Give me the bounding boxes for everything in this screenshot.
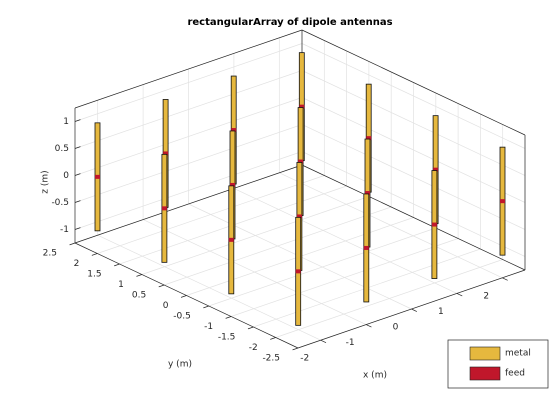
tick-mark — [203, 305, 209, 309]
feed — [230, 182, 235, 187]
grid-line — [230, 238, 459, 317]
tick-mark — [74, 146, 81, 149]
x-axis-label: x (m) — [363, 371, 387, 381]
y-tick-label: 1.5 — [87, 270, 101, 280]
grid-line — [74, 151, 303, 230]
y-tick-label: -1.5 — [218, 333, 236, 343]
axis-edge — [74, 29, 303, 109]
y-tick-label: 2.5 — [43, 249, 57, 259]
y-tick-label: -1 — [204, 322, 213, 332]
feed — [431, 222, 437, 227]
tick-mark — [270, 337, 276, 340]
feed — [228, 237, 234, 242]
y-tick-label: -0.5 — [173, 312, 191, 322]
grid-line — [74, 124, 303, 203]
tick-mark — [158, 284, 165, 288]
x-tick-label: 2 — [483, 291, 489, 301]
feed — [231, 128, 237, 133]
x-tick-label: 0 — [393, 323, 399, 333]
tick-mark — [247, 326, 254, 330]
z-axis-label: z (m) — [41, 170, 51, 193]
grid-line — [74, 70, 303, 149]
z-tick-label: 0 — [63, 171, 69, 181]
y-tick-label: 2 — [74, 259, 80, 269]
x-tick-label: -1 — [346, 338, 355, 348]
grid-line — [141, 196, 370, 275]
z-tick-label: 1 — [63, 117, 69, 127]
tick-mark — [411, 308, 418, 312]
tick-mark — [74, 227, 81, 230]
z-tick-label: -1 — [60, 225, 69, 235]
grid-line — [301, 151, 526, 257]
y-tick-label: 0 — [163, 301, 169, 311]
x-tick-label: 1 — [438, 307, 444, 317]
feed — [500, 199, 505, 204]
tick-mark — [74, 200, 81, 203]
legend-swatch — [469, 366, 501, 381]
y-tick-label: 1 — [118, 280, 124, 290]
legend-label: feed — [505, 369, 525, 379]
axis-edge — [301, 164, 526, 271]
feed — [433, 167, 439, 172]
tick-mark — [74, 173, 81, 176]
z-tick-label: 0.5 — [55, 144, 69, 154]
tick-mark — [91, 253, 98, 256]
tick-mark — [180, 295, 187, 298]
y-axis-label: y (m) — [168, 360, 192, 370]
grid-line — [164, 206, 392, 286]
tick-mark — [502, 277, 508, 281]
grid-line — [301, 43, 526, 149]
feed — [295, 269, 301, 274]
axis-edge — [301, 29, 526, 136]
feed — [163, 151, 169, 156]
x-tick-label: -2 — [300, 354, 309, 364]
y-tick-label: 0.5 — [132, 291, 146, 301]
legend-swatch — [469, 346, 501, 361]
z-tick-label: -0.5 — [51, 198, 69, 208]
grid-line — [74, 43, 303, 122]
feed — [299, 104, 305, 109]
grid-line — [74, 97, 303, 176]
tick-mark — [320, 339, 327, 344]
chart-title: rectangularArray of dipole antennas — [187, 17, 392, 28]
y-tick-label: -2.5 — [262, 354, 280, 364]
tick-mark — [114, 263, 120, 267]
tick-mark — [69, 242, 76, 246]
tick-mark — [365, 324, 372, 328]
grid-line — [301, 124, 526, 230]
grid-line — [97, 175, 325, 254]
feed — [365, 191, 370, 196]
grid-line — [208, 227, 436, 307]
tick-mark — [292, 347, 299, 351]
feed — [366, 136, 372, 141]
feed — [95, 174, 100, 179]
tick-mark — [74, 119, 81, 122]
feed — [296, 214, 302, 219]
y-tick-label: -2 — [249, 343, 258, 353]
tick-mark — [225, 316, 232, 319]
feed — [161, 206, 167, 211]
grid-line — [301, 97, 526, 203]
legend-label: metal — [505, 349, 531, 359]
feed — [363, 245, 369, 250]
grid-line — [301, 70, 526, 176]
feed — [298, 159, 304, 164]
tick-mark — [456, 293, 463, 297]
tick-mark — [136, 274, 143, 277]
grid-line — [275, 259, 503, 338]
axis-edge — [74, 164, 303, 244]
